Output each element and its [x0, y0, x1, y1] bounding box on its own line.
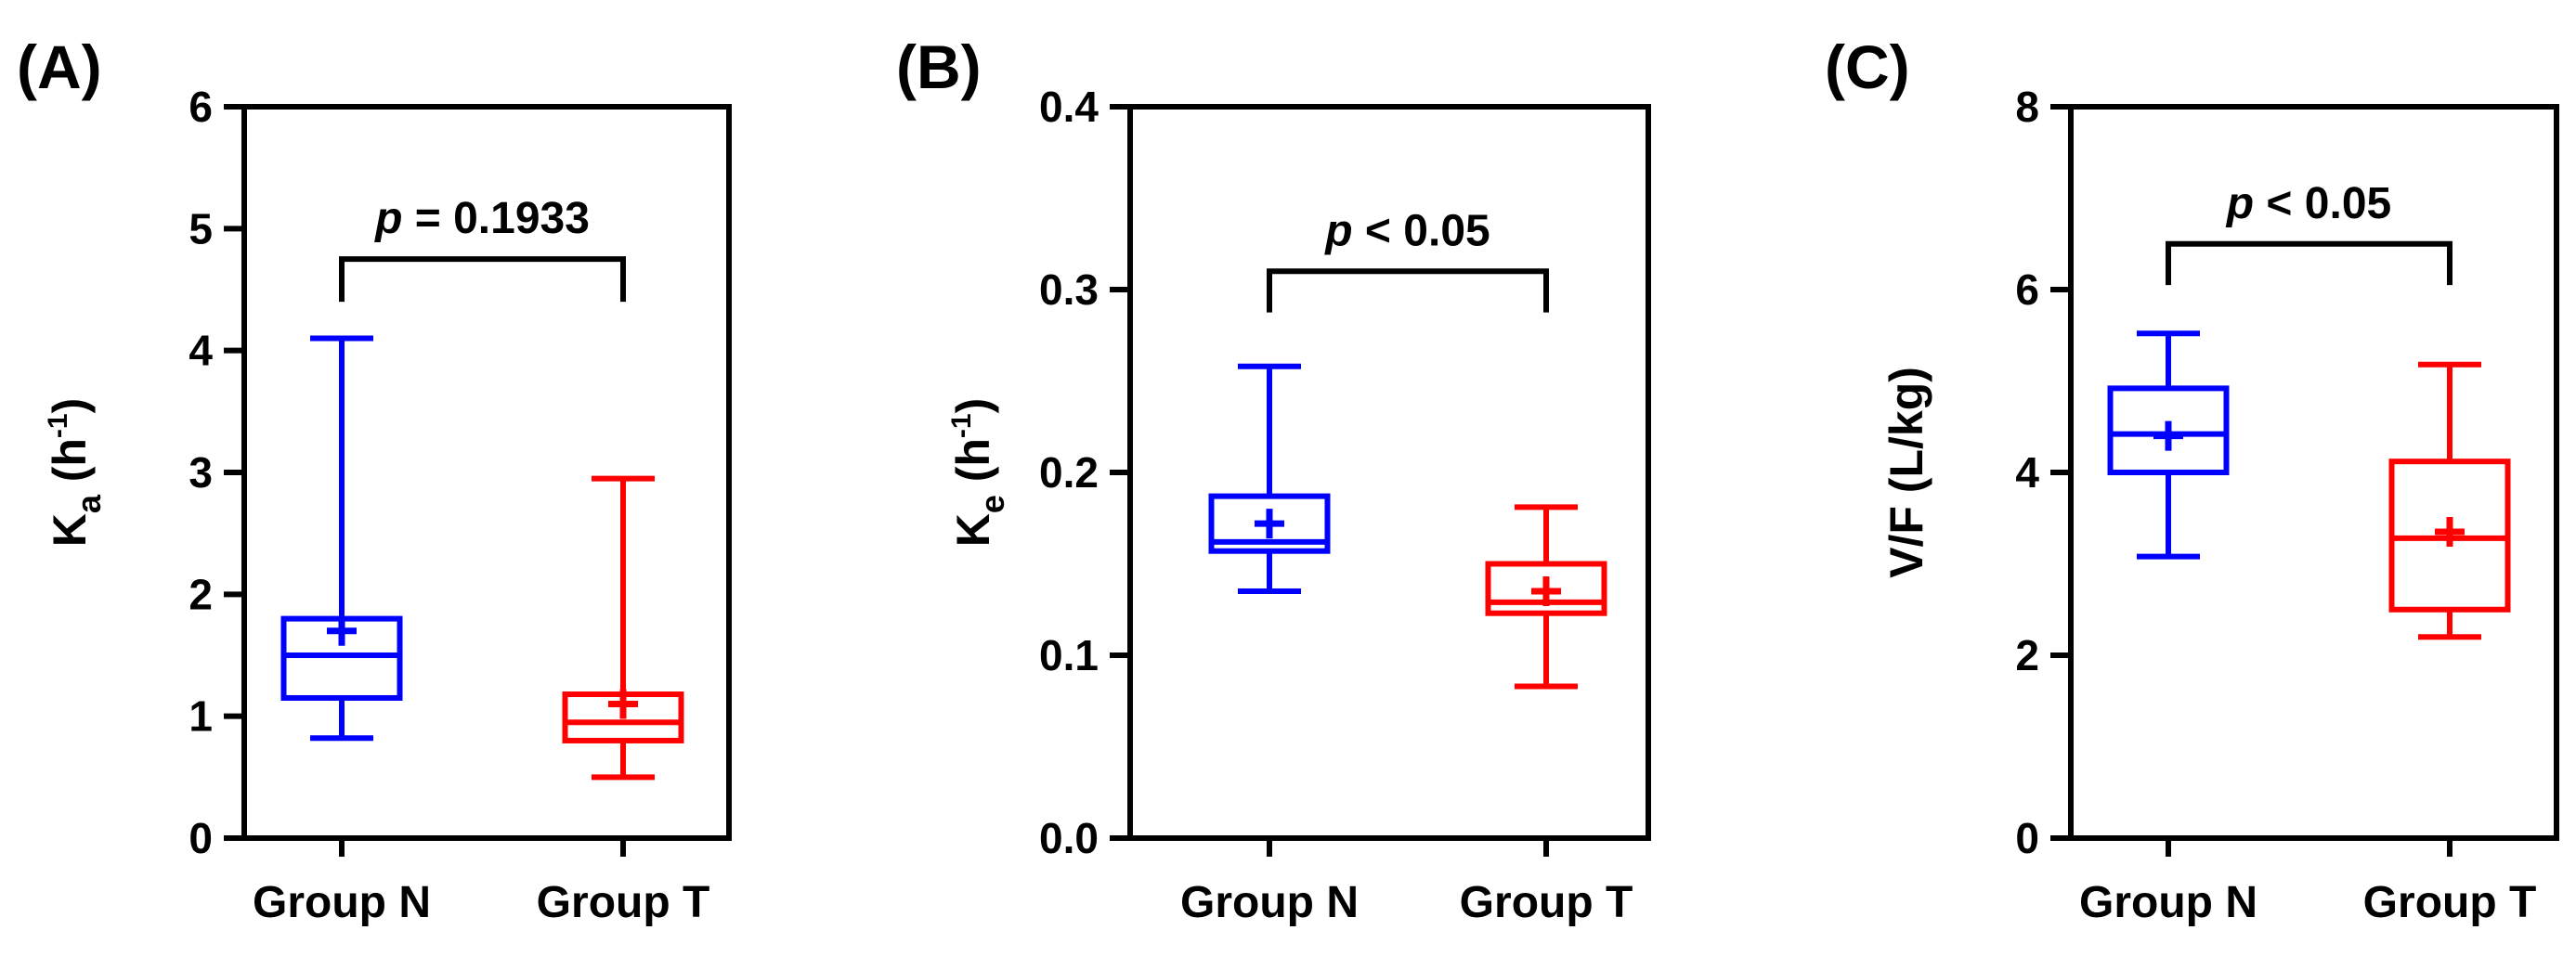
significance-bracket	[2166, 240, 2452, 286]
y-title-base: K	[947, 513, 999, 547]
significance-bracket	[1267, 268, 1549, 313]
chart-panel-c: (C) 0 2 4 6 8 Group N Group T V/F (L/kg) p < 0.05	[1825, 32, 2559, 927]
y-title-base: K	[44, 513, 96, 547]
x-category-label: Group N	[2079, 878, 2257, 927]
p-symbol: p	[2225, 179, 2254, 228]
panel-label: (C)	[1825, 32, 1910, 101]
y-tick-label: 2	[2015, 631, 2039, 679]
y-tick-label: 0	[189, 814, 213, 862]
significance-bracket	[339, 256, 626, 303]
y-tick-label: 6	[189, 83, 213, 131]
y-title-unit-close: )	[947, 398, 999, 414]
chart-panel-b: (B) 0.0 0.1 0.2 0.3 0.4 Group N Group T Ke (h-1)…	[896, 32, 1651, 927]
x-category-label: Group T	[537, 878, 710, 927]
y-tick-label: 0	[2015, 814, 2039, 862]
p-value-label: p < 0.05	[2225, 179, 2391, 228]
y-title-unit-open: (h	[947, 438, 999, 495]
box-group-n	[1208, 363, 1331, 595]
p-value-label: p = 0.1933	[373, 194, 590, 243]
y-tick-label: 0.1	[1039, 631, 1099, 679]
x-category-label: Group N	[1180, 878, 1359, 927]
box-group-n	[2107, 330, 2230, 560]
y-tick-label: 1	[189, 692, 213, 741]
y-title-superscript: -1	[43, 413, 73, 438]
y-tick-label: 4	[189, 327, 213, 375]
panel-label: (B)	[896, 32, 982, 101]
y-tick-label: 0.3	[1039, 265, 1099, 314]
box-group-t	[1485, 504, 1607, 690]
y-axis-title: Ke (h-1)	[946, 398, 1011, 548]
box-group-t	[2388, 361, 2511, 640]
p-symbol: p	[373, 194, 402, 243]
y-tick-label: 3	[189, 448, 213, 497]
y-tick-label: 5	[189, 204, 213, 252]
y-title-unit-open: (h	[44, 438, 96, 495]
p-value-text: < 0.05	[1353, 206, 1490, 255]
y-title-base: V/F (L/kg)	[1880, 367, 1932, 578]
y-tick-label: 8	[2015, 83, 2039, 131]
y-axis-title: Ka (h-1)	[43, 398, 108, 548]
y-tick-label: 0.2	[1039, 448, 1099, 497]
y-title-superscript: -1	[946, 413, 977, 438]
y-title-unit-close: )	[44, 398, 96, 414]
y-axis-title: V/F (L/kg)	[1880, 367, 1932, 578]
y-tick-label: 4	[2015, 448, 2039, 497]
x-category-label: Group T	[1460, 878, 1633, 927]
box-group-t	[562, 475, 684, 781]
p-value-text: = 0.1933	[402, 194, 590, 243]
x-category-label: Group T	[2363, 878, 2537, 927]
y-title-subscript: a	[70, 494, 108, 513]
p-symbol: p	[1323, 206, 1352, 255]
box-group-n	[280, 335, 403, 742]
y-tick-label: 2	[189, 570, 213, 618]
y-tick-label: 0.0	[1039, 814, 1099, 862]
y-tick-label: 0.4	[1039, 83, 1099, 131]
p-value-label: p < 0.05	[1323, 206, 1490, 255]
x-category-label: Group N	[253, 878, 431, 927]
y-title-subscript: e	[973, 495, 1011, 513]
panel-label: (A)	[17, 32, 102, 101]
p-value-text: < 0.05	[2254, 179, 2391, 228]
y-tick-label: 6	[2015, 265, 2039, 314]
chart-panel-a: (A) 0 1 2 3 4 5 6 Group N Group T Ka (h-1) p = 0.19…	[17, 32, 732, 927]
